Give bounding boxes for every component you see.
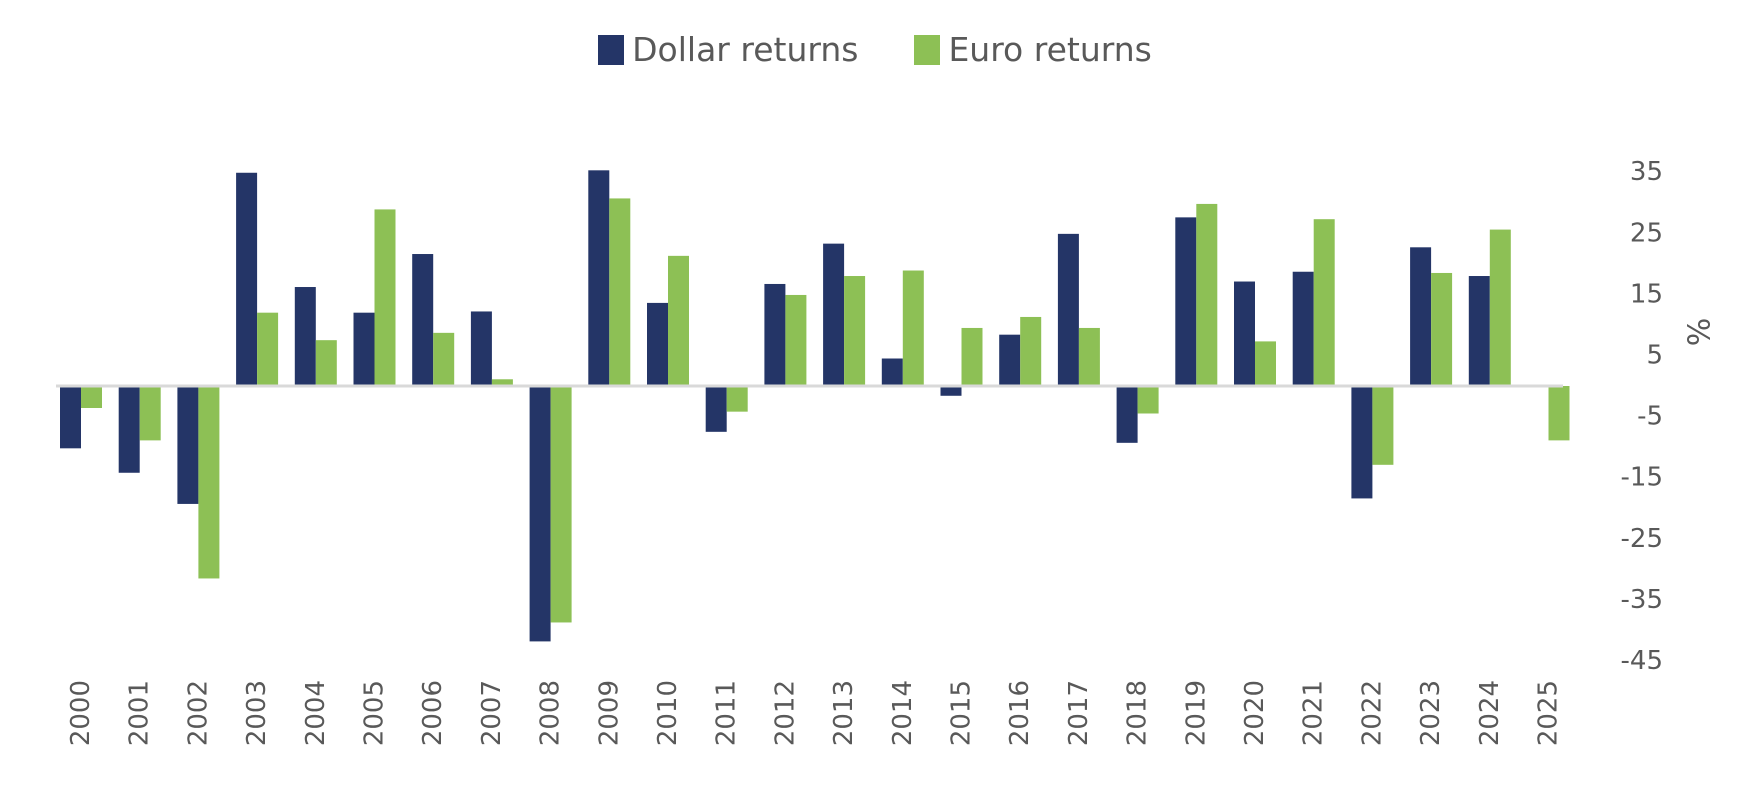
euro-bar-2003 <box>257 312 279 386</box>
euro-bar-2008 <box>550 386 572 623</box>
legend-item-dollar: Dollar returns <box>598 30 858 69</box>
euro-bar-2014 <box>902 270 924 386</box>
y-tick-label--5: -5 <box>1637 402 1663 432</box>
euro-bar-2025 <box>1548 386 1570 441</box>
dollar-bar-2002 <box>177 386 199 504</box>
euro-bar-2002 <box>198 386 220 579</box>
legend-swatch-euro <box>914 34 941 65</box>
dollar-bar-2007 <box>470 311 492 386</box>
dollar-bar-2018 <box>1116 386 1138 443</box>
x-tick-label-2013: 2013 <box>829 680 859 746</box>
x-tick-label-2015: 2015 <box>947 680 977 746</box>
euro-bar-2019 <box>1196 203 1218 386</box>
euro-bar-2022 <box>1372 386 1394 465</box>
y-tick-label-15: 15 <box>1630 279 1663 309</box>
x-tick-label-2023: 2023 <box>1416 680 1446 746</box>
x-tick-label-2006: 2006 <box>418 680 448 746</box>
euro-bar-2009 <box>609 198 631 386</box>
euro-bar-2021 <box>1313 219 1335 386</box>
x-tick-label-2025: 2025 <box>1534 680 1564 746</box>
x-tick-label-2017: 2017 <box>1064 680 1094 746</box>
dollar-bar-2008 <box>529 386 551 642</box>
x-tick-label-2004: 2004 <box>301 680 331 746</box>
dollar-bar-2004 <box>294 287 316 386</box>
x-tick-label-2008: 2008 <box>536 680 566 746</box>
euro-bar-2006 <box>433 332 455 386</box>
y-tick-label-25: 25 <box>1630 218 1663 248</box>
x-tick-label-2007: 2007 <box>477 680 507 746</box>
x-tick-label-2018: 2018 <box>1123 680 1153 746</box>
dollar-bar-2017 <box>1057 233 1079 386</box>
dollar-bar-2010 <box>647 302 668 386</box>
euro-bar-2024 <box>1489 229 1511 386</box>
euro-bar-2016 <box>1020 316 1042 386</box>
dollar-bar-2023 <box>1410 247 1432 386</box>
x-tick-label-2002: 2002 <box>183 680 213 746</box>
x-tick-label-2001: 2001 <box>125 680 155 746</box>
legend-swatch-dollar <box>598 34 625 65</box>
x-tick-label-2019: 2019 <box>1181 680 1211 746</box>
y-tick-label--45: -45 <box>1621 646 1663 676</box>
euro-bar-2001 <box>139 386 161 441</box>
dollar-bar-2016 <box>999 334 1021 386</box>
x-tick-label-2010: 2010 <box>653 680 683 746</box>
dollar-bar-2019 <box>1175 217 1197 386</box>
y-axis-label: % <box>1683 318 1718 347</box>
euro-bar-2015 <box>961 327 983 386</box>
x-tick-label-2016: 2016 <box>1005 680 1035 746</box>
dollar-bar-2003 <box>236 172 258 386</box>
dollar-bar-2006 <box>412 254 434 386</box>
dollar-bar-2013 <box>823 243 845 386</box>
dollar-bar-2022 <box>1351 386 1373 499</box>
x-tick-label-2014: 2014 <box>888 680 918 746</box>
x-tick-label-2005: 2005 <box>360 680 390 746</box>
y-tick-label-35: 35 <box>1630 157 1663 187</box>
x-tick-label-2009: 2009 <box>594 680 624 746</box>
euro-bar-2020 <box>1255 341 1276 386</box>
x-tick-label-2003: 2003 <box>242 680 272 746</box>
dollar-bar-2021 <box>1292 271 1314 386</box>
legend-item-euro: Euro returns <box>914 30 1152 69</box>
euro-bar-2013 <box>844 276 866 386</box>
euro-bar-2007 <box>491 379 513 386</box>
dollar-bar-2005 <box>353 312 375 386</box>
dollar-bar-2015 <box>940 386 962 396</box>
x-tick-label-2011: 2011 <box>712 680 742 746</box>
dollar-bar-2009 <box>588 170 610 386</box>
euro-bar-2004 <box>315 340 337 386</box>
legend: Dollar returns Euro returns <box>0 30 1750 69</box>
euro-bar-2000 <box>81 386 102 408</box>
euro-bar-2011 <box>726 386 748 412</box>
dollar-bar-2024 <box>1468 276 1490 386</box>
euro-bar-2017 <box>1078 327 1100 386</box>
y-tick-label-5: 5 <box>1646 340 1663 370</box>
x-tick-label-2024: 2024 <box>1475 680 1505 746</box>
euro-bar-2018 <box>1137 386 1159 414</box>
y-tick-label--15: -15 <box>1621 463 1663 493</box>
euro-bar-2005 <box>374 209 396 386</box>
euro-bar-2023 <box>1431 272 1453 386</box>
euro-bar-2012 <box>785 294 807 386</box>
x-tick-label-2020: 2020 <box>1240 680 1270 746</box>
y-tick-label--25: -25 <box>1621 524 1663 554</box>
dollar-bar-2012 <box>764 283 786 386</box>
y-tick-label--35: -35 <box>1621 585 1663 615</box>
dollar-bar-2011 <box>705 386 727 432</box>
euro-bar-2010 <box>668 255 689 386</box>
x-tick-label-2000: 2000 <box>66 680 96 746</box>
x-tick-label-2021: 2021 <box>1299 680 1329 746</box>
legend-label-dollar: Dollar returns <box>632 30 859 69</box>
dollar-bar-2020 <box>1234 281 1255 386</box>
x-tick-label-2022: 2022 <box>1357 680 1387 746</box>
dollar-bar-2014 <box>881 358 903 386</box>
x-tick-label-2012: 2012 <box>770 680 800 746</box>
legend-label-euro: Euro returns <box>948 30 1152 69</box>
dollar-bar-2001 <box>118 386 140 473</box>
dollar-bar-2000 <box>60 386 81 449</box>
